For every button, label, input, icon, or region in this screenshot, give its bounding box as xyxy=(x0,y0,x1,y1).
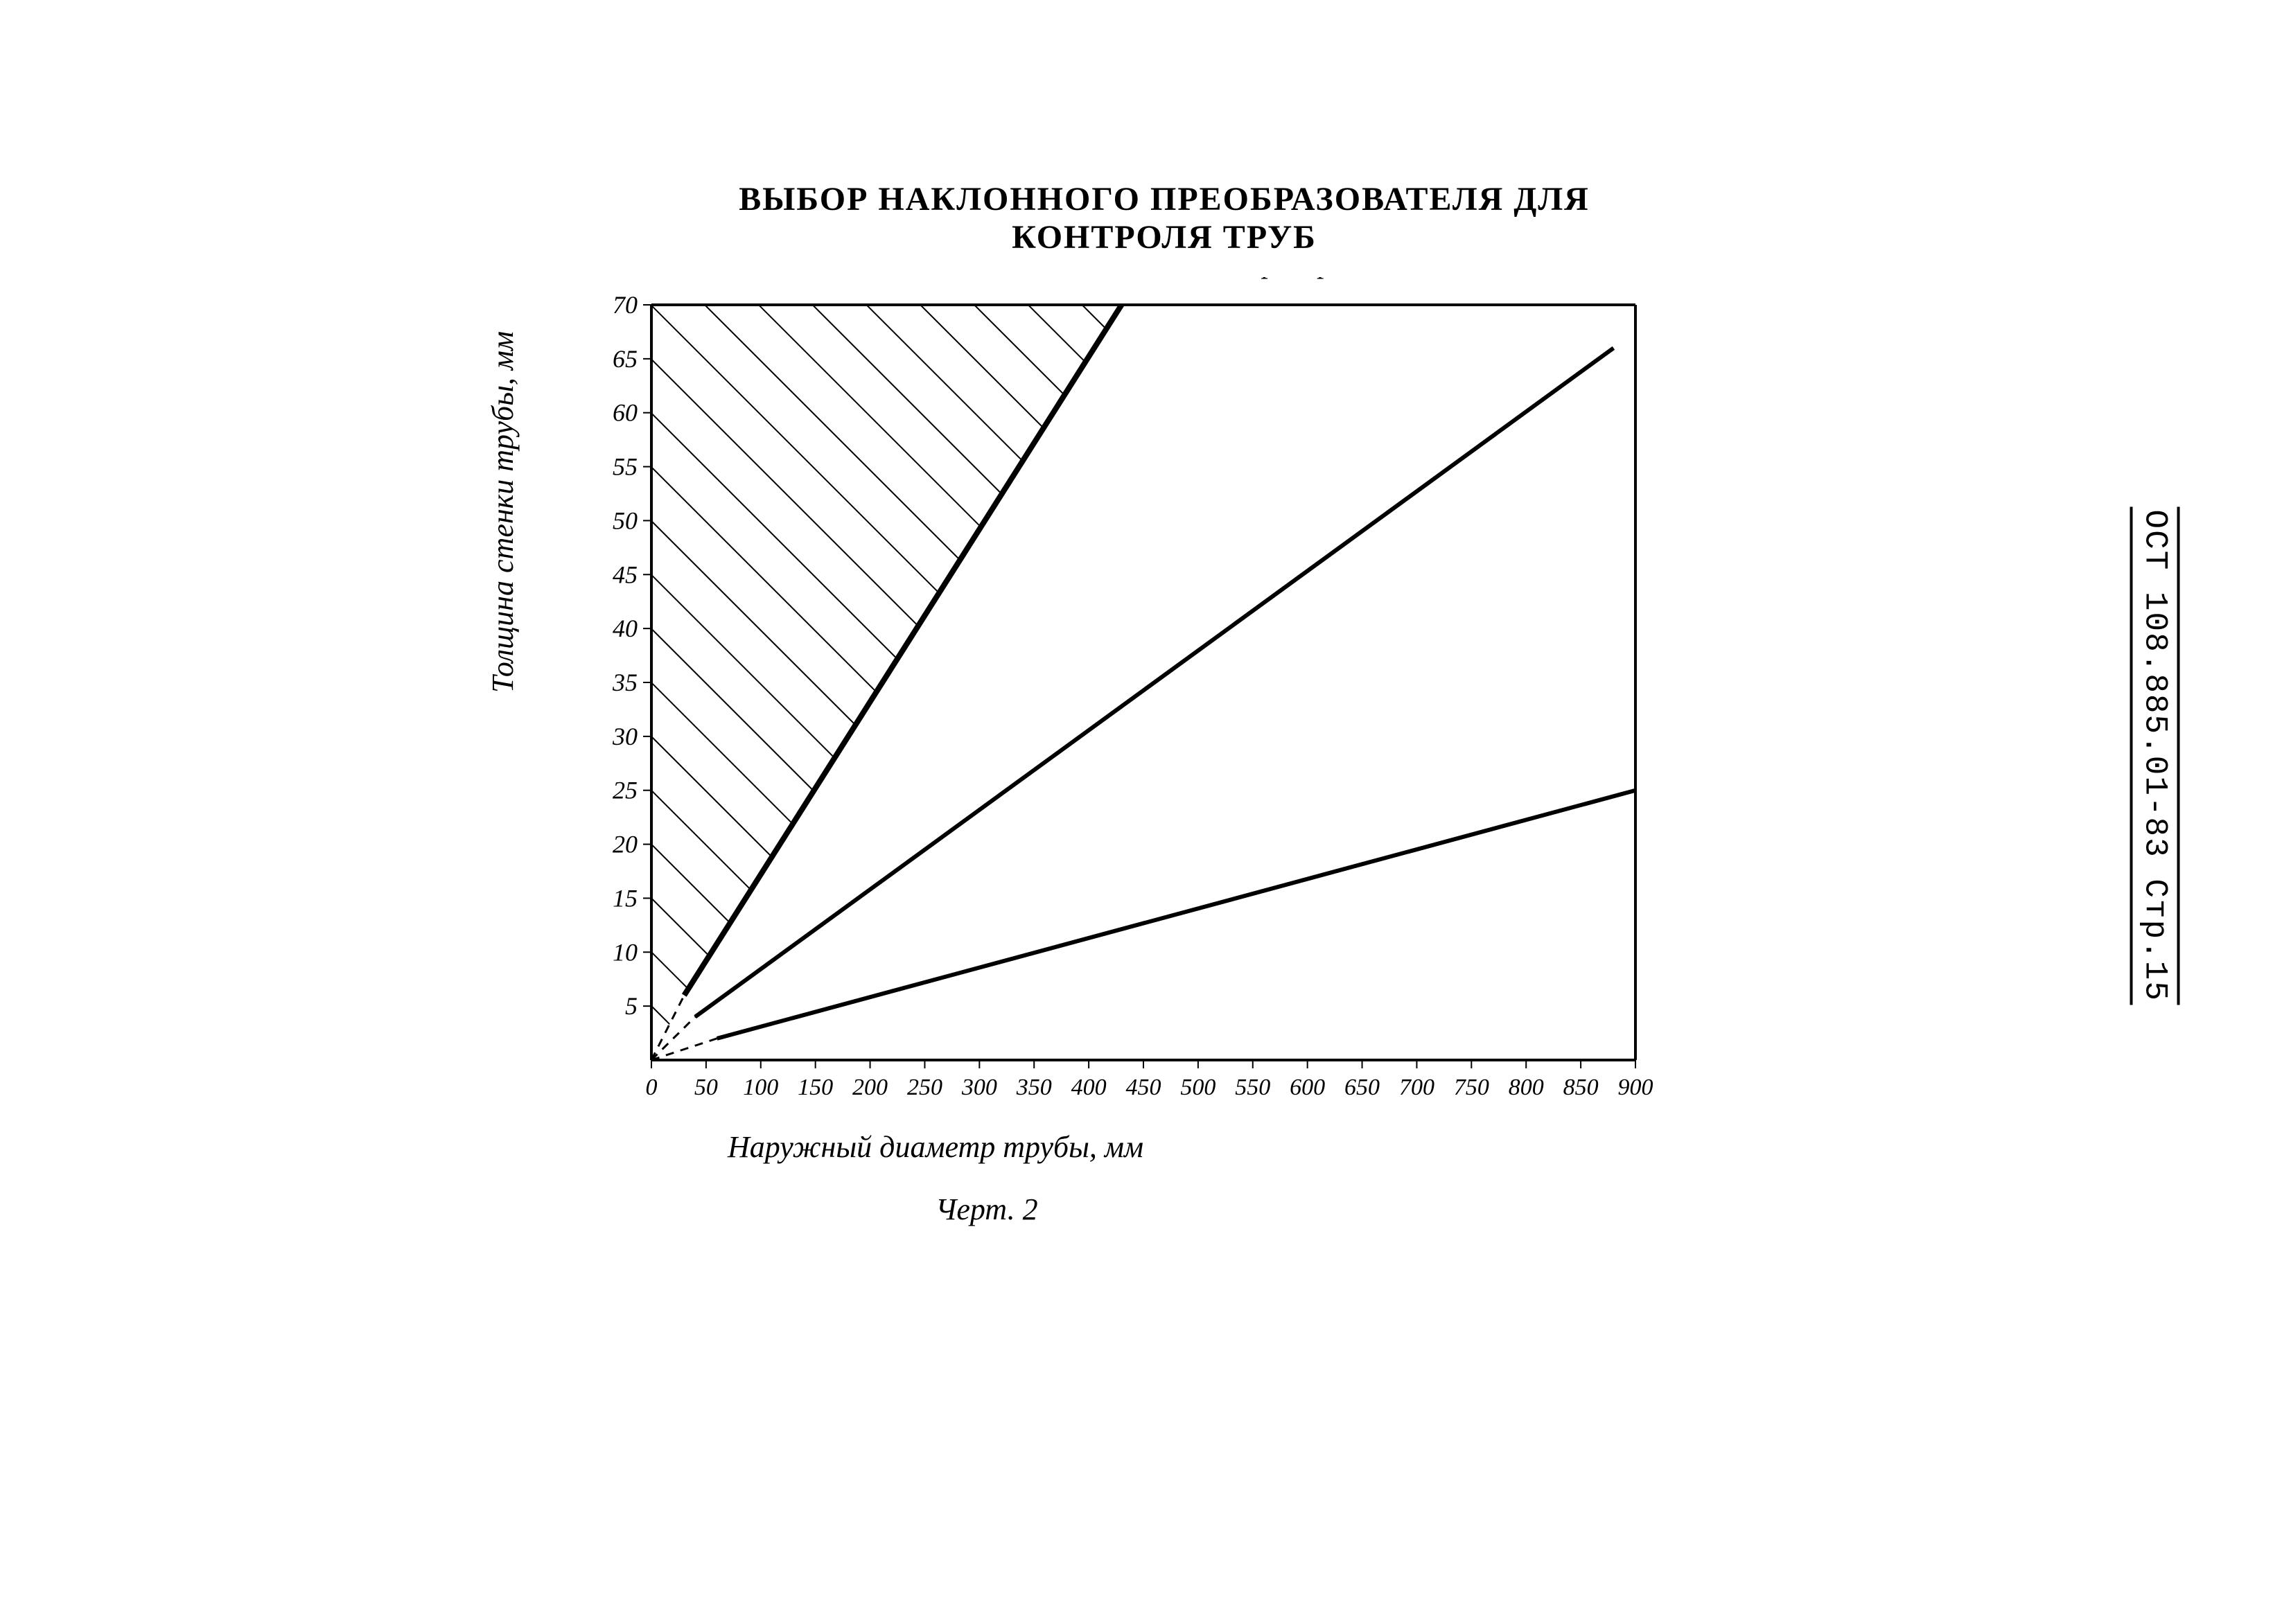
y-tick-label: 70 xyxy=(613,291,638,319)
x-tick-label: 700 xyxy=(1399,1075,1434,1100)
x-tick-label: 850 xyxy=(1563,1075,1599,1100)
y-tick-label: 15 xyxy=(613,884,638,912)
y-tick-label: 10 xyxy=(613,938,638,966)
y-tick-label: 30 xyxy=(612,723,638,750)
x-tick-label: 750 xyxy=(1454,1075,1489,1100)
y-tick-label: 60 xyxy=(613,399,638,427)
series-30deg-label: Преобразователь 30° xyxy=(1241,277,1508,279)
series-50deg-line xyxy=(717,791,1635,1039)
y-tick-label: 55 xyxy=(613,453,638,481)
y-tick-label: 5 xyxy=(625,992,638,1020)
y-tick-label: 45 xyxy=(613,561,638,588)
x-tick-label: 800 xyxy=(1509,1075,1544,1100)
page-root: ВЫБОР НАКЛОННОГО ПРЕОБРАЗОВАТЕЛЯ ДЛЯ КОН… xyxy=(0,0,2291,1624)
x-tick-label: 300 xyxy=(961,1075,997,1100)
x-tick-label: 250 xyxy=(907,1075,942,1100)
x-tick-label: 100 xyxy=(743,1075,778,1100)
x-tick-label: 450 xyxy=(1126,1075,1161,1100)
x-tick-label: 50 xyxy=(694,1075,718,1100)
y-tick-label: 40 xyxy=(613,615,638,642)
x-tick-label: 200 xyxy=(852,1075,888,1100)
y-tick-label: 25 xyxy=(613,777,638,804)
x-tick-label: 600 xyxy=(1290,1075,1325,1100)
x-tick-label: 650 xyxy=(1344,1075,1380,1100)
y-tick-label: 65 xyxy=(613,345,638,373)
y-axis-label: Толщина стенки трубы, мм xyxy=(485,331,520,693)
y-tick-label: 20 xyxy=(613,831,638,858)
document-id-sidebar: ОСТ 108.885.01-83 Стр.15 xyxy=(2130,506,2180,1005)
chart-title: ВЫБОР НАКЛОННОГО ПРЕОБРАЗОВАТЕЛЯ ДЛЯ КОН… xyxy=(679,180,1649,256)
x-tick-label: 350 xyxy=(1016,1075,1052,1100)
x-tick-label: 400 xyxy=(1071,1075,1107,1100)
figure-label: Черт. 2 xyxy=(936,1192,1038,1227)
y-tick-label: 50 xyxy=(613,506,638,534)
y-tick-label: 35 xyxy=(612,669,638,696)
x-tick-label: 900 xyxy=(1618,1075,1653,1100)
x-axis-label: Наружный диаметр трубы, мм xyxy=(728,1129,1143,1165)
x-tick-label: 150 xyxy=(798,1075,833,1100)
x-tick-label: 500 xyxy=(1180,1075,1215,1100)
chart-plot: 0501001502002503003504004505005506006507… xyxy=(568,277,1677,1143)
x-tick-label: 550 xyxy=(1235,1075,1270,1100)
x-tick-label: 0 xyxy=(646,1075,658,1100)
